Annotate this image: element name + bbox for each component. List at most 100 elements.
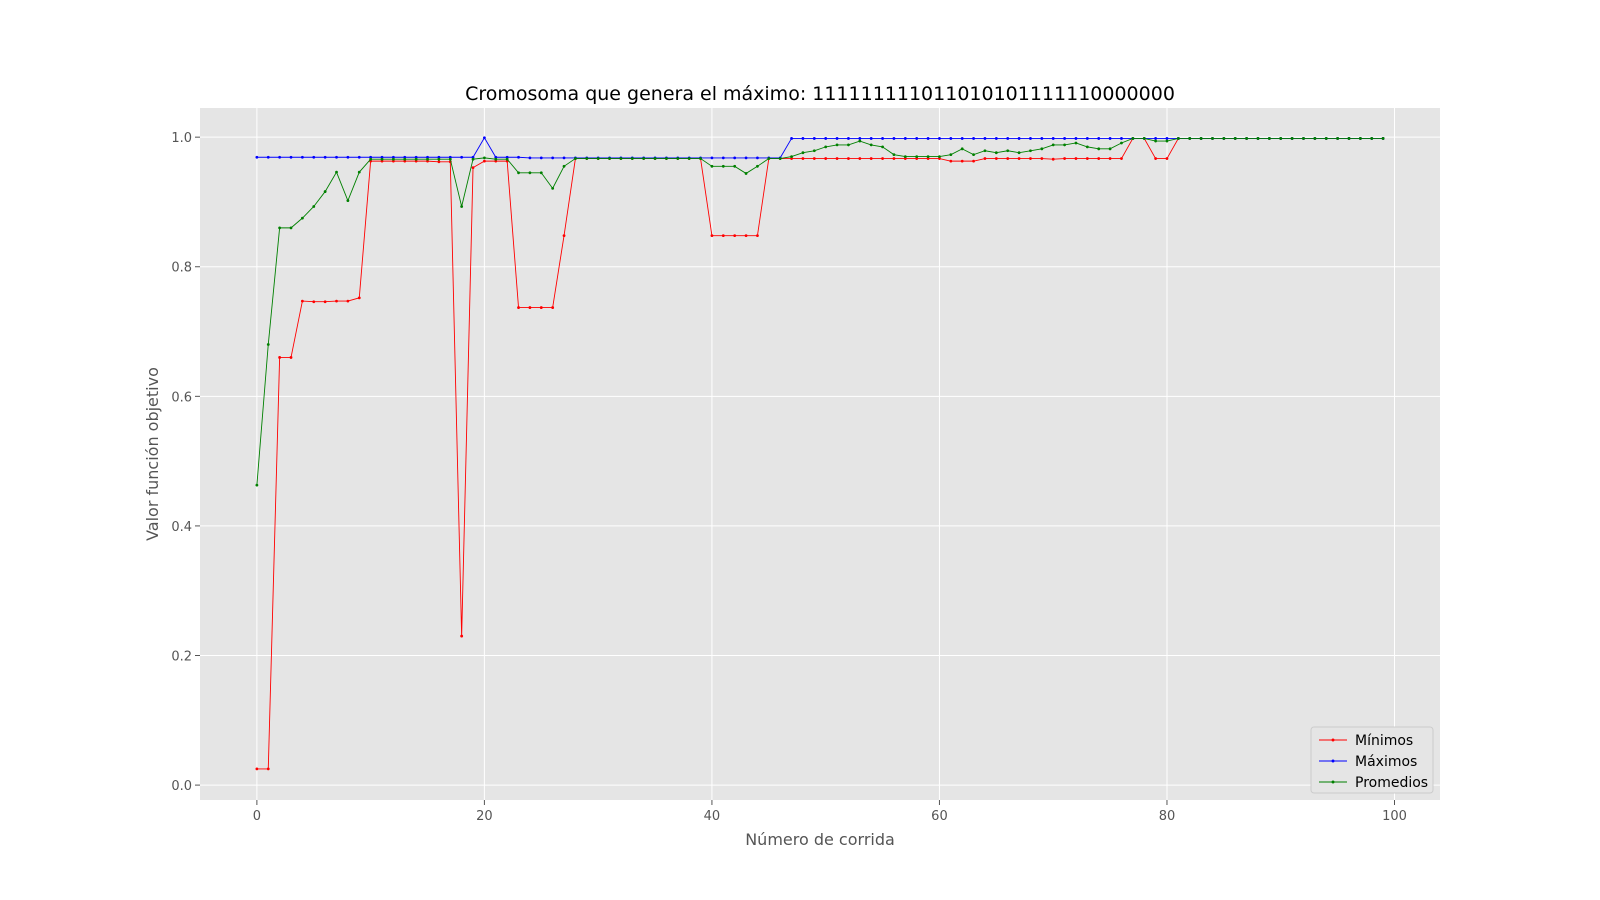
data-point-minimos (437, 160, 441, 164)
data-point-promedios (983, 149, 987, 153)
data-point-promedios (778, 157, 782, 160)
data-point-maximos (1063, 137, 1066, 140)
data-point-promedios (1233, 137, 1237, 140)
data-point-maximos (1154, 137, 1157, 140)
data-point-promedios (1074, 141, 1078, 145)
data-point-minimos (756, 234, 759, 238)
data-point-promedios (619, 157, 623, 160)
data-point-minimos (494, 159, 498, 163)
data-point-promedios (972, 153, 975, 157)
data-point-minimos (1165, 157, 1169, 160)
data-point-promedios (255, 483, 259, 487)
data-point-minimos (710, 234, 714, 238)
data-point-maximos (1097, 137, 1101, 140)
data-point-minimos (278, 356, 282, 359)
data-point-promedios (1131, 137, 1135, 140)
data-point-minimos (1051, 157, 1055, 161)
legend-marker-promedios (1331, 780, 1335, 784)
data-point-minimos (1040, 157, 1044, 160)
grid (200, 108, 1440, 800)
data-point-minimos (380, 159, 384, 163)
data-point-maximos (972, 137, 975, 140)
data-point-minimos (483, 159, 486, 163)
x-axis-label: Número de corrida (745, 830, 895, 849)
data-point-maximos (949, 137, 953, 140)
data-point-maximos (1085, 137, 1089, 140)
data-point-minimos (915, 157, 919, 160)
data-point-promedios (960, 147, 964, 151)
data-point-promedios (1051, 143, 1055, 147)
data-point-promedios (869, 143, 873, 147)
data-point-maximos (915, 137, 919, 140)
data-point-promedios (824, 145, 828, 149)
data-point-minimos (1108, 157, 1112, 160)
data-point-maximos (380, 155, 384, 159)
data-point-minimos (835, 157, 839, 160)
x-tick-label: 60 (931, 809, 948, 824)
data-point-promedios (1108, 147, 1112, 151)
data-point-maximos (528, 156, 532, 160)
data-point-promedios (699, 157, 702, 160)
data-point-maximos (426, 155, 429, 159)
data-point-minimos (960, 159, 964, 163)
data-point-promedios (949, 153, 953, 157)
data-point-minimos (517, 306, 520, 309)
data-point-maximos (483, 136, 486, 140)
series-group (255, 136, 1385, 771)
data-point-minimos (551, 306, 555, 309)
data-point-maximos (756, 156, 759, 160)
data-point-maximos (869, 137, 873, 140)
data-point-minimos (1097, 157, 1101, 160)
data-point-maximos (847, 137, 850, 140)
legend: Mínimos Máximos Promedios (1310, 726, 1434, 794)
axis-ticks: 0 20 40 60 80 100 0.0 0.2 0.4 0.6 0.8 1.0 (171, 131, 1407, 824)
data-point-maximos (335, 155, 338, 159)
data-point-maximos (255, 155, 259, 159)
data-point-promedios (426, 157, 429, 161)
data-point-minimos (812, 157, 816, 160)
data-point-maximos (938, 137, 941, 140)
data-point-minimos (426, 159, 429, 163)
data-point-promedios (687, 157, 691, 160)
data-point-minimos (949, 159, 953, 163)
data-point-promedios (1381, 137, 1385, 140)
data-point-promedios (1324, 137, 1328, 140)
data-point-promedios (562, 164, 566, 168)
y-tick-label: 0.8 (171, 261, 192, 276)
data-point-maximos (801, 137, 805, 140)
data-point-promedios (1222, 137, 1226, 140)
legend-marker-minimos (1331, 738, 1335, 742)
data-point-promedios (380, 157, 384, 161)
legend-label-maximos: Máximos (1355, 754, 1417, 770)
data-point-promedios (1336, 137, 1340, 140)
data-point-promedios (903, 155, 907, 159)
data-point-maximos (994, 137, 998, 140)
data-point-minimos (1120, 157, 1123, 160)
data-point-promedios (1358, 137, 1362, 140)
data-point-minimos (938, 157, 941, 160)
data-point-promedios (733, 164, 737, 168)
data-point-maximos (369, 155, 373, 159)
data-point-maximos (1165, 137, 1169, 140)
data-point-promedios (528, 171, 532, 175)
series-promedios (255, 137, 1385, 487)
data-point-promedios (721, 164, 725, 168)
series-line-promedios (256, 137, 1384, 486)
data-point-maximos (312, 155, 316, 159)
data-point-promedios (1370, 137, 1374, 140)
plot-area (200, 108, 1440, 800)
data-point-maximos (858, 137, 862, 140)
data-point-maximos (812, 137, 816, 140)
data-point-promedios (665, 157, 668, 160)
y-tick-label: 0.6 (171, 390, 192, 405)
data-point-minimos (300, 299, 304, 303)
data-point-minimos (539, 306, 543, 309)
data-point-promedios (801, 151, 805, 155)
data-point-minimos (346, 299, 350, 303)
y-tick-label: 1.0 (171, 131, 192, 146)
data-point-promedios (1006, 149, 1010, 153)
data-point-minimos (255, 767, 259, 771)
data-point-minimos (335, 299, 338, 303)
data-point-minimos (733, 234, 737, 238)
data-point-promedios (653, 157, 657, 160)
